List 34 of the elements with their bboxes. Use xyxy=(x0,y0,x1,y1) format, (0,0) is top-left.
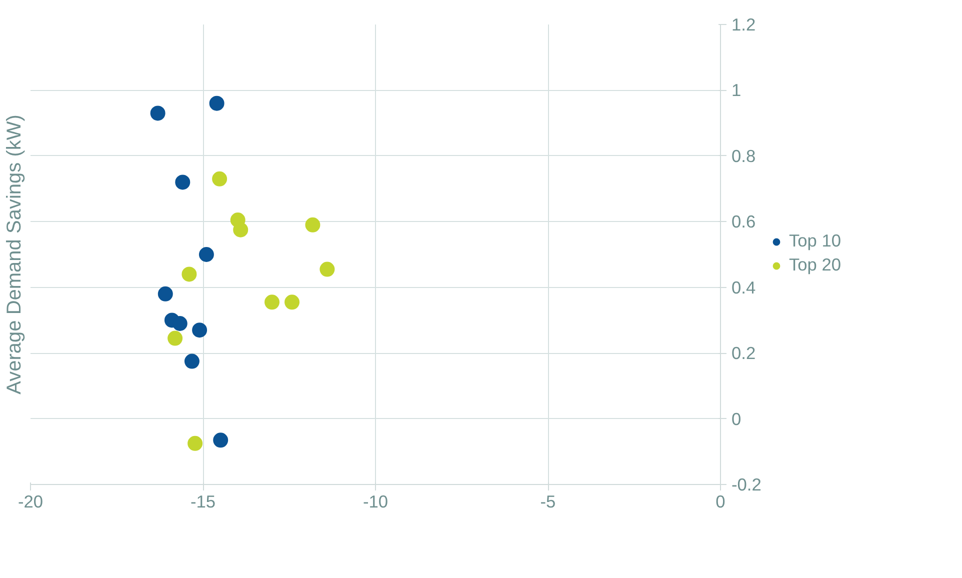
point xyxy=(233,222,248,238)
point xyxy=(212,171,228,186)
point xyxy=(175,174,190,190)
point xyxy=(184,354,200,369)
point xyxy=(150,106,166,121)
point xyxy=(213,432,228,448)
y-tick-label: 1.2 xyxy=(732,14,756,34)
y-axis-title: Average Demand Savings (kW) xyxy=(4,114,26,394)
point xyxy=(305,217,320,232)
x-tick-label: -5 xyxy=(540,492,556,512)
x-tick-label: -20 xyxy=(18,492,44,512)
point xyxy=(284,294,300,310)
x-tick-label: -10 xyxy=(362,492,388,512)
point xyxy=(264,294,280,310)
point xyxy=(188,436,203,451)
legend-label: Top 20 xyxy=(789,254,842,276)
legend-label: Top 10 xyxy=(789,230,842,252)
y-tick-label: 1 xyxy=(732,80,742,100)
y-tick-label: 0 xyxy=(732,408,742,429)
point xyxy=(168,330,183,346)
y-tick-label: 0.2 xyxy=(732,343,756,364)
y-tick-label: -0.2 xyxy=(732,474,762,494)
y-tick-label: 0.6 xyxy=(732,212,756,232)
y-tick-label: 0.4 xyxy=(732,277,756,298)
point xyxy=(182,266,197,282)
point xyxy=(192,322,208,338)
point xyxy=(158,286,173,302)
x-tick-label: 0 xyxy=(716,492,726,512)
x-tick-label: -15 xyxy=(190,492,216,512)
point xyxy=(172,316,188,331)
point xyxy=(198,247,214,262)
y-tick-label: 0.8 xyxy=(732,146,756,166)
point xyxy=(209,96,224,111)
point xyxy=(320,262,335,277)
